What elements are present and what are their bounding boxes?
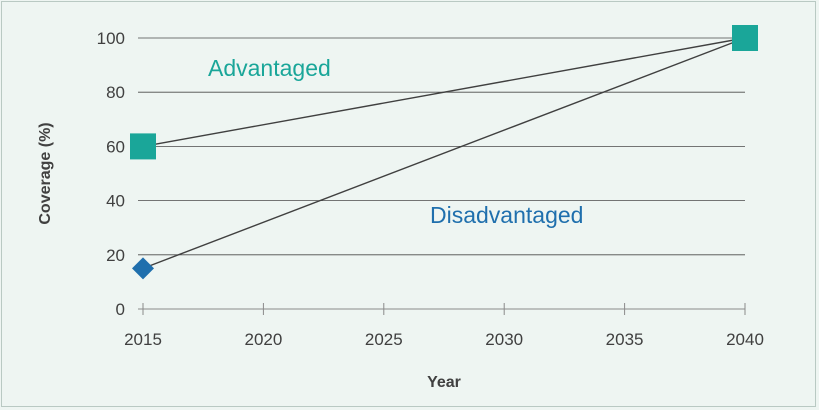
x-tick-label-2040: 2040 <box>726 330 764 349</box>
annotation-disadvantaged: Disadvantaged <box>430 202 583 228</box>
x-tick-label-2015: 2015 <box>124 330 162 349</box>
labels: Advantaged Disadvantaged Year Coverage (… <box>37 29 764 391</box>
series-lines <box>142 37 746 270</box>
series-line-disadvantaged <box>142 37 746 270</box>
marker-advantaged-2040 <box>732 25 758 51</box>
gridlines <box>138 37 745 256</box>
x-axis-title: Year <box>427 374 461 391</box>
y-tick-label-60: 60 <box>106 137 125 156</box>
y-tick-label-0: 0 <box>116 300 125 319</box>
y-tick-label-80: 80 <box>106 83 125 102</box>
marker-advantaged-2015 <box>130 133 156 160</box>
marker-disadvantaged-2015 <box>132 257 154 280</box>
series-line-advantaged <box>142 37 746 148</box>
axes <box>138 303 746 315</box>
x-tick-label-2020: 2020 <box>244 330 282 349</box>
x-tick-label-2035: 2035 <box>606 330 644 349</box>
series-markers <box>130 25 758 280</box>
y-axis-title: Coverage (%) <box>37 122 54 224</box>
y-tick-label-20: 20 <box>106 246 125 265</box>
y-tick-label-40: 40 <box>106 192 125 211</box>
x-tick-label-2025: 2025 <box>365 330 403 349</box>
y-tick-label-100: 100 <box>97 29 125 48</box>
x-tick-label-2030: 2030 <box>485 330 523 349</box>
annotation-advantaged: Advantaged <box>208 55 331 81</box>
